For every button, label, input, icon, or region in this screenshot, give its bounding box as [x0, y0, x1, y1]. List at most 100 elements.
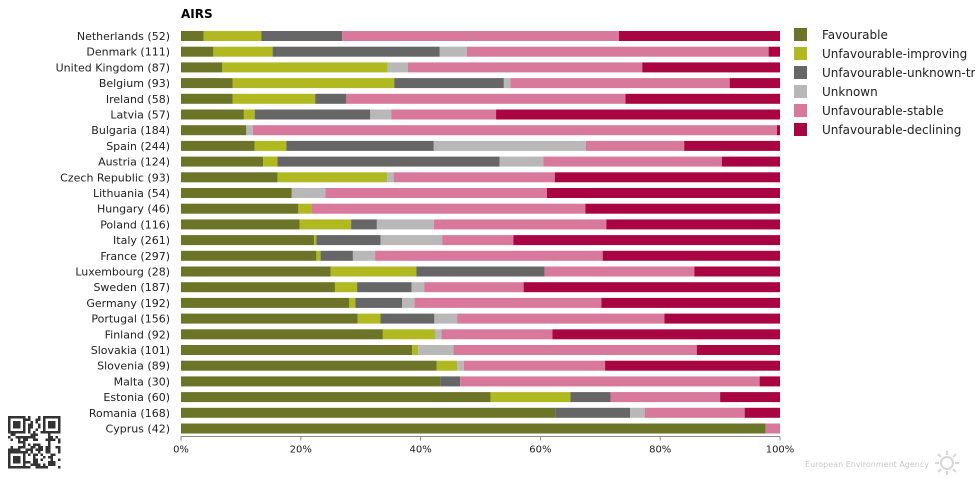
bar-segment[interactable]	[499, 156, 544, 167]
bar-segment[interactable]	[222, 62, 388, 73]
bar-segment[interactable]	[181, 360, 437, 371]
bar-segment[interactable]	[434, 313, 458, 324]
bar-segment[interactable]	[503, 78, 511, 89]
bar-segment[interactable]	[618, 31, 780, 41]
bar-segment[interactable]	[181, 313, 358, 324]
bar-segment[interactable]	[424, 282, 524, 293]
bar-segment[interactable]	[272, 46, 440, 57]
bar-segment[interactable]	[286, 140, 434, 151]
bar-segment[interactable]	[544, 266, 695, 277]
bar-segment[interactable]	[181, 392, 491, 403]
bar-segment[interactable]	[393, 172, 555, 183]
bar-segment[interactable]	[357, 282, 412, 293]
bar-segment[interactable]	[252, 125, 778, 136]
bar-segment[interactable]	[601, 297, 781, 308]
bar-segment[interactable]	[606, 219, 780, 230]
bar-segment[interactable]	[457, 360, 464, 371]
bar-segment[interactable]	[203, 31, 262, 41]
bar-segment[interactable]	[376, 219, 434, 230]
bar-segment[interactable]	[352, 250, 376, 261]
bar-segment[interactable]	[394, 78, 504, 89]
bar-segment[interactable]	[380, 235, 443, 246]
bar-segment[interactable]	[387, 62, 409, 73]
bar-segment[interactable]	[181, 282, 335, 293]
bar-segment[interactable]	[299, 219, 352, 230]
bar-segment[interactable]	[768, 46, 780, 57]
bar-segment[interactable]	[181, 46, 214, 57]
bar-segment[interactable]	[721, 156, 780, 167]
bar-segment[interactable]	[370, 109, 392, 120]
bar-segment[interactable]	[181, 156, 264, 167]
bar-segment[interactable]	[543, 156, 722, 167]
bar-segment[interactable]	[181, 250, 317, 261]
bar-segment[interactable]	[261, 31, 343, 41]
bar-segment[interactable]	[696, 345, 780, 355]
bar-segment[interactable]	[729, 78, 780, 89]
bar-segment[interactable]	[391, 109, 497, 120]
bar-segment[interactable]	[181, 376, 441, 387]
bar-segment[interactable]	[466, 46, 769, 57]
bar-segment[interactable]	[555, 407, 631, 418]
bar-segment[interactable]	[375, 250, 603, 261]
bar-segment[interactable]	[298, 203, 312, 214]
legend-label[interactable]: Favourable	[822, 28, 888, 42]
bar-segment[interactable]	[181, 78, 233, 89]
bar-segment[interactable]	[408, 62, 643, 73]
bar-segment[interactable]	[585, 203, 781, 214]
bar-segment[interactable]	[439, 46, 467, 57]
bar-segment[interactable]	[457, 313, 665, 324]
bar-segment[interactable]	[411, 282, 425, 293]
bar-segment[interactable]	[434, 329, 442, 340]
bar-segment[interactable]	[291, 188, 326, 198]
bar-segment[interactable]	[453, 345, 697, 355]
legend-swatch[interactable]	[794, 104, 807, 117]
bar-segment[interactable]	[380, 313, 435, 324]
bar-segment[interactable]	[496, 109, 780, 120]
bar-segment[interactable]	[523, 282, 780, 293]
bar-segment[interactable]	[313, 235, 317, 246]
bar-segment[interactable]	[346, 93, 626, 104]
bar-segment[interactable]	[642, 62, 780, 73]
bar-segment[interactable]	[232, 78, 395, 89]
bar-segment[interactable]	[416, 266, 545, 277]
bar-segment[interactable]	[602, 250, 780, 261]
bar-segment[interactable]	[181, 140, 255, 151]
legend-swatch[interactable]	[794, 47, 807, 60]
bar-segment[interactable]	[585, 140, 685, 151]
legend-swatch[interactable]	[794, 66, 807, 79]
bar-segment[interactable]	[181, 407, 556, 418]
legend-label[interactable]: Unfavourable-improving	[822, 47, 967, 61]
bar-segment[interactable]	[463, 360, 606, 371]
bar-segment[interactable]	[181, 345, 413, 355]
bar-segment[interactable]	[181, 188, 292, 198]
bar-segment[interactable]	[440, 376, 461, 387]
bar-segment[interactable]	[316, 235, 381, 246]
bar-segment[interactable]	[342, 31, 619, 41]
bar-segment[interactable]	[325, 188, 547, 198]
bar-segment[interactable]	[402, 297, 415, 308]
legend[interactable]: Favourable Unfavourable-improving Unfavour…	[794, 28, 975, 137]
legend-label[interactable]: Unfavourable-stable	[822, 104, 944, 118]
bar-segment[interactable]	[311, 203, 586, 214]
bar-segment[interactable]	[490, 392, 571, 403]
bar-segment[interactable]	[418, 345, 454, 355]
bar-segment[interactable]	[254, 140, 287, 151]
bar-segment[interactable]	[554, 172, 780, 183]
bar-segment[interactable]	[181, 62, 223, 73]
bar-segment[interactable]	[605, 360, 780, 371]
bar-segment[interactable]	[759, 376, 780, 387]
bar-segment[interactable]	[433, 140, 586, 151]
bar-segment[interactable]	[744, 407, 780, 418]
bar-segment[interactable]	[232, 93, 316, 104]
bar-segment[interactable]	[460, 376, 760, 387]
bar-segment[interactable]	[349, 297, 356, 308]
bar-segment[interactable]	[720, 392, 780, 403]
bar-segment[interactable]	[552, 329, 780, 340]
bar-segment[interactable]	[181, 93, 233, 104]
legend-swatch[interactable]	[794, 28, 807, 41]
bar-segment[interactable]	[334, 282, 358, 293]
bar-segment[interactable]	[254, 109, 371, 120]
bar-segment[interactable]	[442, 235, 514, 246]
legend-label[interactable]: Unknown	[822, 85, 878, 99]
bar-segment[interactable]	[181, 297, 350, 308]
